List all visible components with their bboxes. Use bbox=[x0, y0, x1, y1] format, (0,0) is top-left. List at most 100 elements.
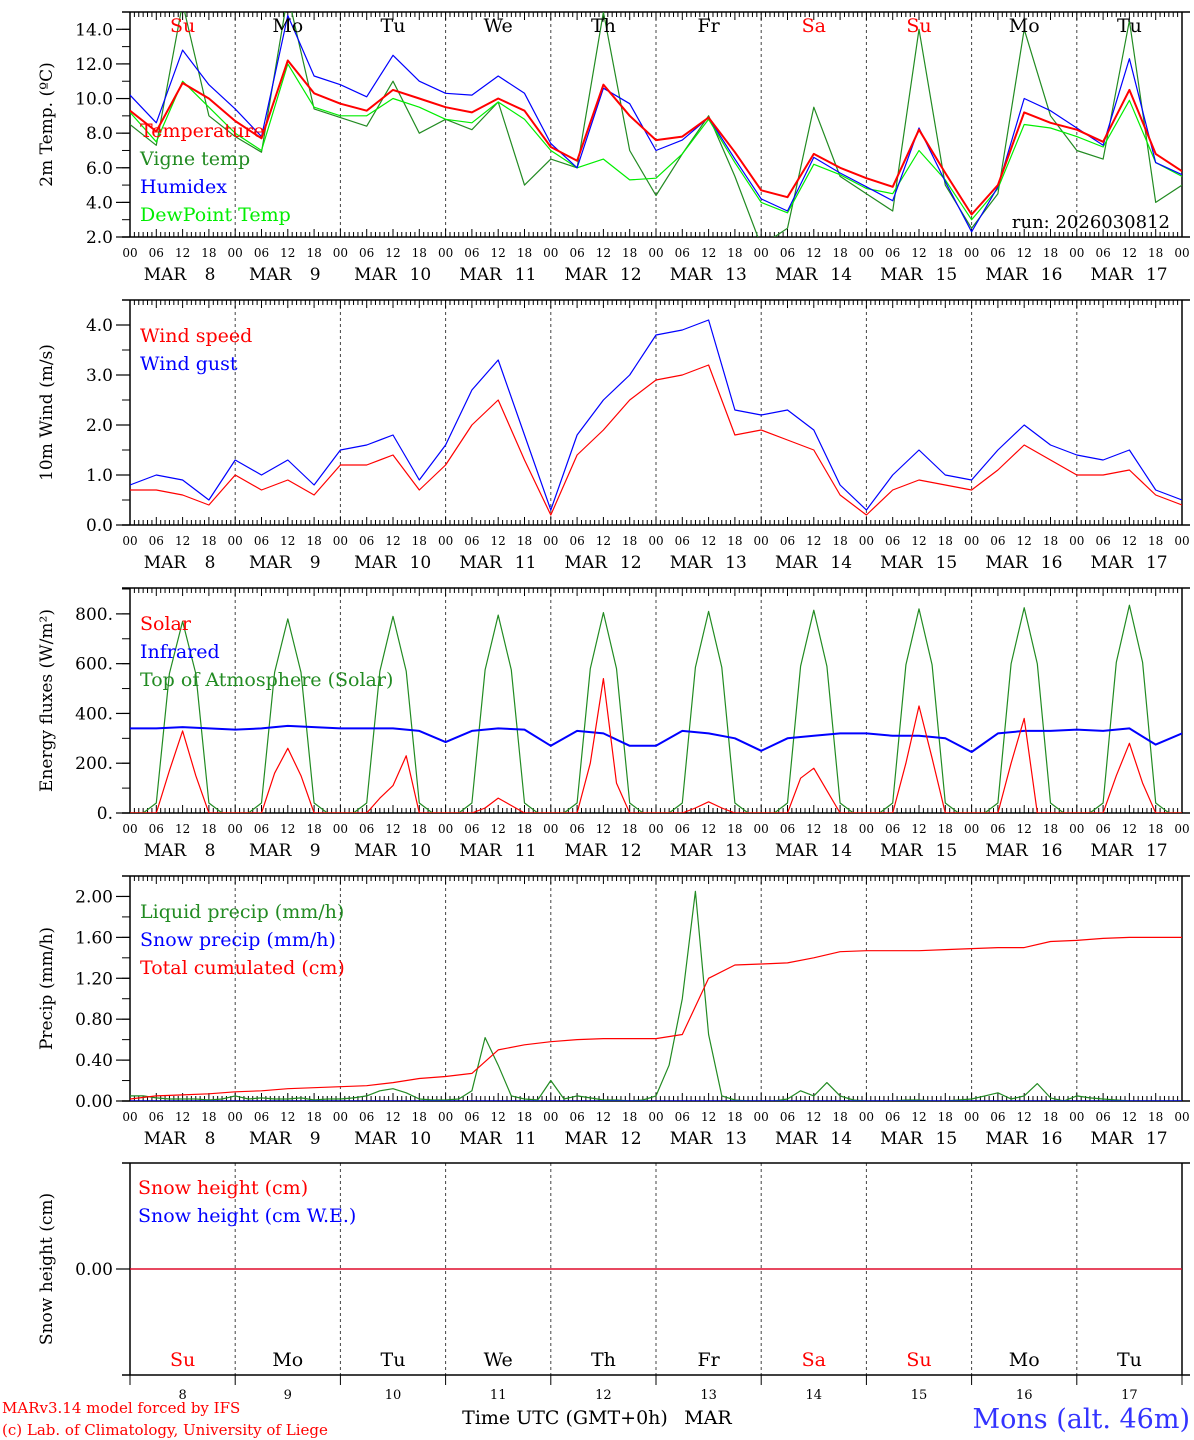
y-tick-label: 10.0 bbox=[75, 90, 113, 110]
x-tick-label: 06 bbox=[464, 534, 479, 548]
legend-item: Snow height (cm W.E.) bbox=[138, 1205, 356, 1227]
series-infrared bbox=[130, 724, 1182, 753]
x-tick-label: 18 bbox=[1148, 1110, 1163, 1124]
y-tick-label: 0.80 bbox=[75, 1010, 113, 1030]
day-label: 10 bbox=[410, 265, 432, 285]
x-tick-label: 12 bbox=[491, 246, 506, 260]
month-label: MAR bbox=[354, 265, 398, 285]
y-tick-label: 1.0 bbox=[86, 466, 113, 486]
month-label: MAR bbox=[565, 265, 609, 285]
month-label: MAR bbox=[985, 841, 1029, 861]
month-label: MAR bbox=[775, 1129, 819, 1149]
x-tick-label: 12 bbox=[280, 1110, 295, 1124]
y-tick-label: 0. bbox=[97, 804, 113, 824]
x-tick-label: 00 bbox=[333, 822, 348, 836]
x-tick-label: 06 bbox=[254, 1110, 269, 1124]
x-tick-label: 18 bbox=[727, 534, 742, 548]
x-tick-label: 06 bbox=[569, 246, 584, 260]
x-tick-label: 06 bbox=[464, 246, 479, 260]
day-label: 17 bbox=[1146, 841, 1168, 861]
y-tick-label: 4.0 bbox=[86, 193, 113, 213]
y-tick-label: 12.0 bbox=[75, 55, 113, 75]
day-number: 17 bbox=[1121, 1388, 1138, 1403]
x-tick-label: 06 bbox=[780, 246, 795, 260]
weekday-label-top: Tu bbox=[1117, 15, 1142, 37]
x-tick-label: 12 bbox=[911, 534, 926, 548]
x-tick-label: 18 bbox=[832, 246, 847, 260]
x-tick-label: 12 bbox=[911, 246, 926, 260]
day-number: 16 bbox=[1016, 1388, 1033, 1403]
x-tick-label: 12 bbox=[491, 1110, 506, 1124]
day-label: 11 bbox=[515, 1129, 537, 1149]
month-label: MAR bbox=[985, 1129, 1029, 1149]
run-label: run: 2026030812 bbox=[1012, 212, 1170, 233]
month-label: MAR bbox=[249, 1129, 293, 1149]
x-tick-label: 12 bbox=[280, 534, 295, 548]
x-tick-label: 18 bbox=[517, 534, 532, 548]
weekday-label: Tu bbox=[1117, 1349, 1142, 1371]
x-tick-label: 00 bbox=[859, 246, 874, 260]
x-tick-label: 12 bbox=[385, 822, 400, 836]
y-tick-label: 8.0 bbox=[86, 124, 113, 144]
x-tick-label: 00 bbox=[438, 822, 453, 836]
month-label: MAR bbox=[670, 265, 714, 285]
series-vigne-temp bbox=[130, 12, 1182, 237]
x-tick-label: 12 bbox=[1122, 822, 1137, 836]
x-tick-label: 18 bbox=[201, 534, 216, 548]
month-label: MAR bbox=[565, 553, 609, 573]
x-tick-label: 06 bbox=[359, 534, 374, 548]
lab-credit: (c) Lab. of Climatology, University of L… bbox=[2, 1421, 328, 1439]
x-tick-label: 06 bbox=[675, 1110, 690, 1124]
y-axis-title: 10m Wind (m/s) bbox=[37, 344, 57, 481]
x-tick-label: 00 bbox=[228, 246, 243, 260]
x-tick-label: 00 bbox=[964, 246, 979, 260]
day-label: 8 bbox=[205, 553, 216, 573]
series-liquid-precip-mm-h bbox=[130, 890, 1182, 1101]
y-axis-title: 2m Temp. (ºC) bbox=[37, 62, 57, 187]
day-label: 15 bbox=[936, 265, 958, 285]
day-label: 10 bbox=[410, 1129, 432, 1149]
day-label: 12 bbox=[620, 265, 642, 285]
day-label: 16 bbox=[1041, 1129, 1063, 1149]
x-tick-label: 00 bbox=[438, 534, 453, 548]
x-tick-label: 00 bbox=[648, 822, 663, 836]
month-label: MAR bbox=[459, 1129, 503, 1149]
x-tick-label: 06 bbox=[464, 822, 479, 836]
day-label: 16 bbox=[1041, 265, 1063, 285]
x-tick-label: 06 bbox=[780, 534, 795, 548]
x-tick-label: 12 bbox=[491, 822, 506, 836]
day-label: 17 bbox=[1146, 1129, 1168, 1149]
x-tick-label: 12 bbox=[1017, 822, 1032, 836]
x-tick-label: 00 bbox=[859, 822, 874, 836]
y-tick-label: 0.40 bbox=[75, 1051, 113, 1071]
day-label: 14 bbox=[830, 1129, 852, 1149]
x-tick-label: 18 bbox=[201, 246, 216, 260]
month-label: MAR bbox=[249, 841, 293, 861]
day-label: 12 bbox=[620, 841, 642, 861]
series-temperature bbox=[130, 59, 1182, 216]
month-label: MAR bbox=[1091, 553, 1135, 573]
x-tick-label: 06 bbox=[569, 1110, 584, 1124]
x-tick-label: 18 bbox=[938, 1110, 953, 1124]
x-tick-label: 18 bbox=[306, 534, 321, 548]
x-tick-label: 12 bbox=[806, 534, 821, 548]
x-tick-label: 18 bbox=[1148, 822, 1163, 836]
series-group bbox=[130, 890, 1182, 1101]
x-axis-title-suffix: MAR bbox=[684, 1407, 732, 1429]
day-number: 15 bbox=[911, 1388, 928, 1403]
weekday-label-top: Mo bbox=[272, 15, 303, 37]
month-label: MAR bbox=[670, 553, 714, 573]
x-tick-label: 06 bbox=[149, 534, 164, 548]
panel-3: 00 06 12 18 MAR 8 00 06 12 18 MAR 9 00 06 12 18 MAR 10 00 0… bbox=[37, 587, 1190, 861]
x-tick-label: 12 bbox=[596, 534, 611, 548]
series-group bbox=[130, 604, 1182, 813]
x-tick-label: 00 bbox=[333, 1110, 348, 1124]
x-tick-label: 18 bbox=[727, 246, 742, 260]
month-label: MAR bbox=[354, 841, 398, 861]
y-tick-label: 0.00 bbox=[75, 1092, 113, 1112]
x-tick-label: 06 bbox=[675, 822, 690, 836]
x-tick-label: 00 bbox=[648, 246, 663, 260]
y-tick-label: 1.20 bbox=[75, 969, 113, 989]
day-label: 13 bbox=[725, 841, 747, 861]
day-label: 10 bbox=[410, 841, 432, 861]
